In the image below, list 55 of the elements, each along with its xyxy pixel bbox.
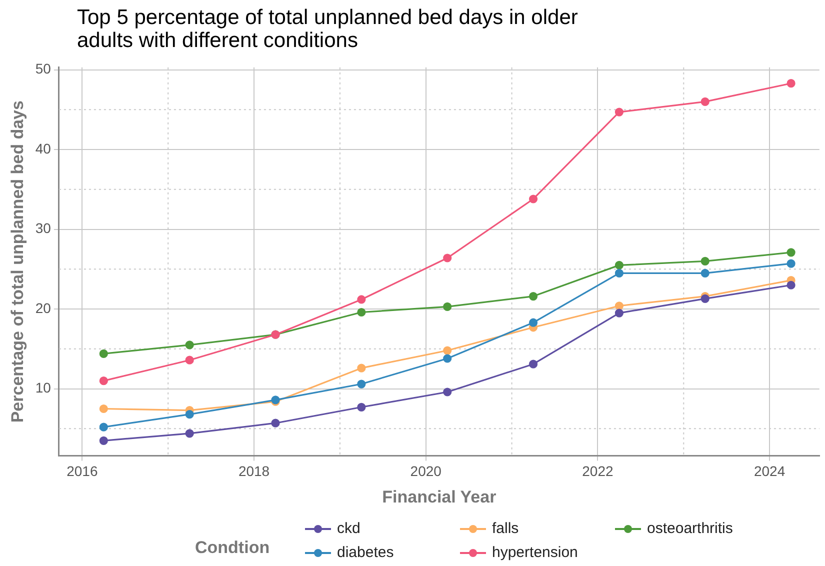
legend-label: falls — [492, 520, 519, 537]
point — [357, 402, 366, 412]
point — [614, 108, 624, 116]
y-tick-label: 40 — [35, 140, 52, 156]
x-tick-label: 2016 — [66, 463, 98, 480]
legend-label: ckd — [337, 520, 360, 537]
point — [99, 376, 108, 386]
y-tick-label: 30 — [35, 220, 52, 236]
point — [614, 302, 624, 310]
x-tick-label: 2022 — [582, 463, 614, 480]
point — [528, 292, 538, 301]
point — [99, 422, 108, 432]
legend-label: osteoarthritis — [647, 520, 733, 537]
point — [443, 346, 452, 355]
y-axis-title: Percentage of total unplanned bed days — [8, 100, 27, 423]
point — [700, 268, 710, 278]
y-tick-label: 50 — [35, 60, 52, 77]
point — [528, 318, 538, 327]
point — [528, 194, 538, 204]
point — [528, 360, 538, 368]
y-tick-label: 20 — [35, 300, 52, 316]
point — [614, 260, 624, 270]
point — [786, 259, 796, 268]
x-tick-label: 2024 — [754, 463, 786, 480]
x-tick-label: 2020 — [410, 463, 442, 480]
y-tick-label: 10 — [35, 380, 52, 396]
point — [443, 302, 452, 311]
legend-label: hypertension — [492, 544, 578, 561]
point — [700, 256, 710, 266]
point — [357, 295, 366, 304]
point — [700, 97, 710, 106]
point — [185, 356, 194, 364]
point — [786, 79, 796, 88]
legend-label: diabetes — [337, 544, 394, 561]
point — [185, 340, 194, 350]
point — [443, 388, 452, 396]
point — [271, 418, 280, 428]
point — [357, 364, 366, 372]
point — [614, 268, 624, 278]
point — [614, 308, 624, 318]
point — [185, 429, 194, 438]
point — [99, 436, 108, 445]
x-tick-label: 2018 — [238, 463, 270, 480]
point — [99, 404, 108, 414]
point — [185, 410, 194, 419]
x-axis-title: Financial Year — [382, 487, 497, 506]
chart-title: Top 5 percentage of total unplanned bed days in older adults with different conditions — [77, 6, 579, 52]
point — [786, 248, 796, 257]
point — [443, 254, 452, 262]
legend-title: Condtion — [195, 538, 270, 558]
point — [443, 354, 452, 363]
point — [99, 349, 108, 358]
point — [357, 308, 366, 317]
point — [357, 380, 366, 388]
point — [786, 280, 796, 290]
